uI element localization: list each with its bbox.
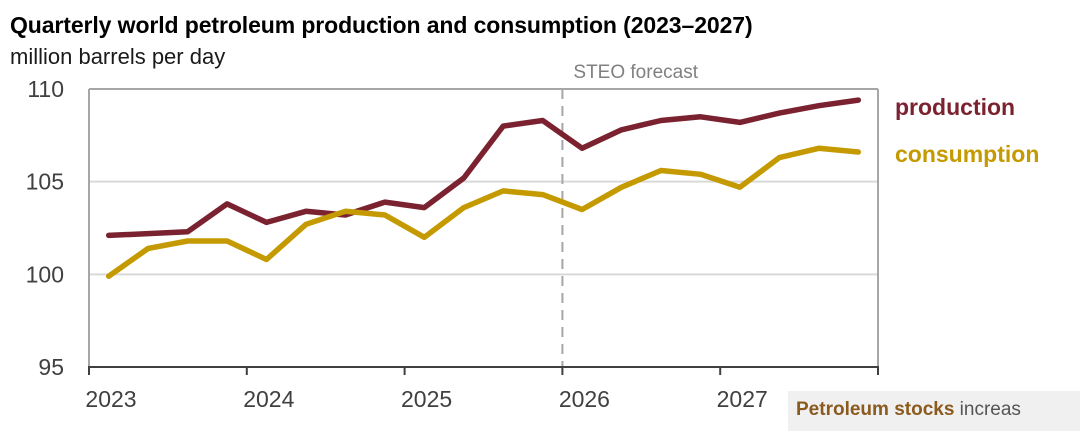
series-lines [105,97,862,279]
legend: production consumption [895,94,1039,167]
caption-lead: Petroleum stocks [796,399,955,420]
axes [88,366,879,375]
x-tick-label-2024: 2024 [243,386,294,409]
forecast-divider: STEO forecast [561,62,699,367]
tick-labels: 2023 2024 2025 2026 2027 95 100 105 110 [26,76,768,409]
y-tick-label-110: 110 [27,76,64,102]
caption-text: increas [954,399,1021,420]
forecast-label: STEO forecast [573,62,698,83]
legend-label-consumption: consumption [895,141,1039,167]
plot-frame [88,88,879,367]
chart-title: Quarterly world petroleum production and… [10,12,753,38]
caption-box: Petroleum stocks increas [788,391,1080,431]
x-tick-label-2026: 2026 [559,386,610,409]
y-tick-label-100: 100 [26,261,64,287]
chart-subtitle: million barrels per day [10,44,226,69]
x-tick-label-2023: 2023 [85,386,136,409]
series-line-production [105,97,862,239]
y-tick-label-105: 105 [26,169,64,195]
legend-label-production: production [895,94,1015,120]
x-tick-label-2025: 2025 [401,386,452,409]
x-tick-label-2027: 2027 [717,386,768,409]
y-tick-label-95: 95 [38,354,64,380]
gridlines [89,180,878,276]
series-line-consumption [105,145,862,279]
line-chart: STEO forecast 2023 2024 2025 2026 2027 95 100 1… [26,62,1040,409]
